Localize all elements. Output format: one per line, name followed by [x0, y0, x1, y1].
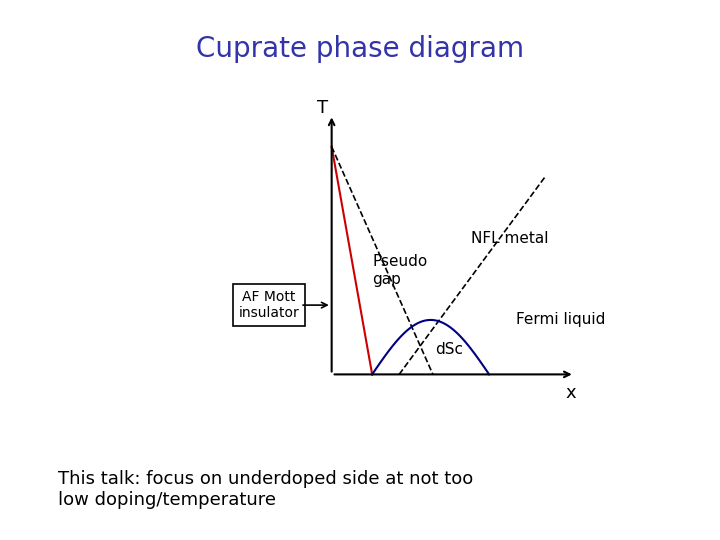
Text: x: x [566, 384, 576, 402]
Text: AF Mott
insulator: AF Mott insulator [238, 290, 299, 320]
Text: Fermi liquid: Fermi liquid [516, 313, 606, 327]
Text: NFL metal: NFL metal [471, 231, 549, 246]
Text: T: T [317, 99, 328, 117]
Text: Pseudo
gap: Pseudo gap [372, 254, 428, 287]
Text: Cuprate phase diagram: Cuprate phase diagram [196, 35, 524, 63]
Text: This talk: focus on underdoped side at not too
low doping/temperature: This talk: focus on underdoped side at n… [58, 470, 473, 509]
Text: dSc: dSc [435, 342, 463, 357]
